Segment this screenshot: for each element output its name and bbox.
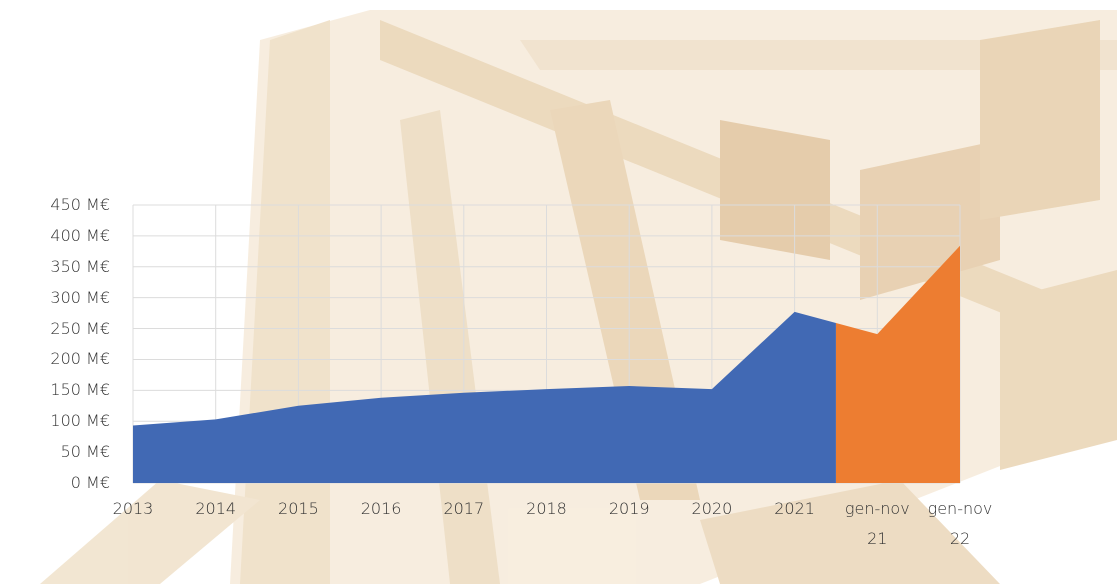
area	[835, 245, 960, 483]
area	[133, 311, 836, 483]
y-tick-label: 450 M€	[50, 195, 110, 214]
x-tick-label: 2016	[360, 499, 402, 518]
x-tick-label: 2019	[608, 499, 650, 518]
x-tick-label: 2014	[195, 499, 237, 518]
y-tick-label: 0 M€	[70, 473, 110, 492]
x-tick-label: gen-nov 21	[844, 499, 910, 548]
y-tick-label: 400 M€	[50, 225, 110, 245]
x-tick-label: 2017	[443, 499, 485, 518]
x-tick-label: 2021	[774, 499, 815, 518]
x-tick-label: 2015	[278, 499, 319, 518]
x-tick-label: 2013	[112, 499, 154, 518]
y-tick-label: 200 M€	[50, 349, 110, 369]
x-tick-label: 2020	[691, 499, 733, 518]
y-tick-label: 350 M€	[50, 256, 110, 276]
x-tick-label: gen-nov 22	[927, 499, 993, 548]
y-tick-label: 300 M€	[50, 287, 110, 307]
x-tick-label: 2018	[526, 499, 567, 518]
y-tick-label: 50 M€	[60, 442, 110, 462]
y-tick-label: 250 M€	[50, 318, 110, 338]
y-tick-label: 150 M€	[50, 380, 110, 400]
y-tick-label: 100 M€	[50, 411, 110, 431]
